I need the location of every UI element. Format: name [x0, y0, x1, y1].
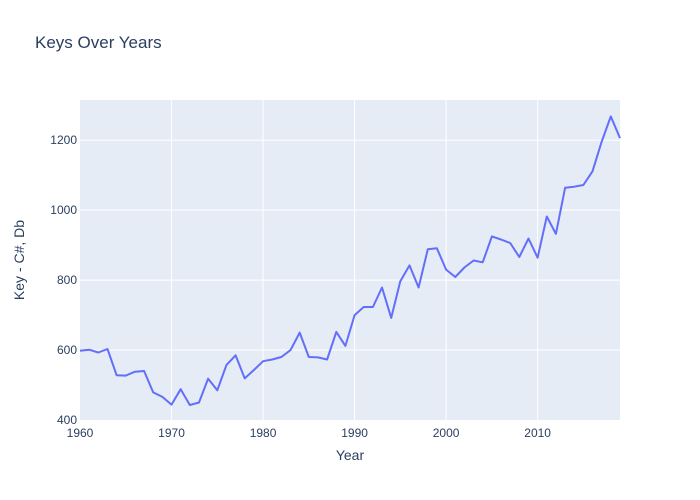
series-layer — [79, 115, 621, 406]
series-line — [79, 115, 621, 406]
plot-area — [80, 100, 620, 420]
x-axis-title: Year — [336, 447, 365, 463]
y-tick-label: 1000 — [50, 203, 77, 217]
y-tick-labels: 400 600 800 1000 1200 — [50, 133, 77, 427]
x-tick-label: 2010 — [524, 426, 551, 440]
x-tick-label: 1990 — [341, 426, 368, 440]
x-tick-label: 1980 — [250, 426, 277, 440]
y-tick-label: 800 — [57, 273, 77, 287]
x-tick-labels: 1960 1970 1980 1990 2000 2010 — [67, 426, 552, 440]
x-tick-label: 2000 — [433, 426, 460, 440]
y-tick-label: 1200 — [50, 133, 77, 147]
x-gridlines — [171, 100, 539, 420]
y-axis-title: Key - C#, Db — [11, 220, 27, 300]
y-tick-label: 600 — [57, 343, 77, 357]
chart-title: Keys Over Years — [35, 33, 162, 52]
x-tick-label: 1970 — [158, 426, 185, 440]
y-tick-label: 400 — [57, 413, 77, 427]
y-gridlines — [80, 139, 620, 351]
x-tick-label: 1960 — [67, 426, 94, 440]
